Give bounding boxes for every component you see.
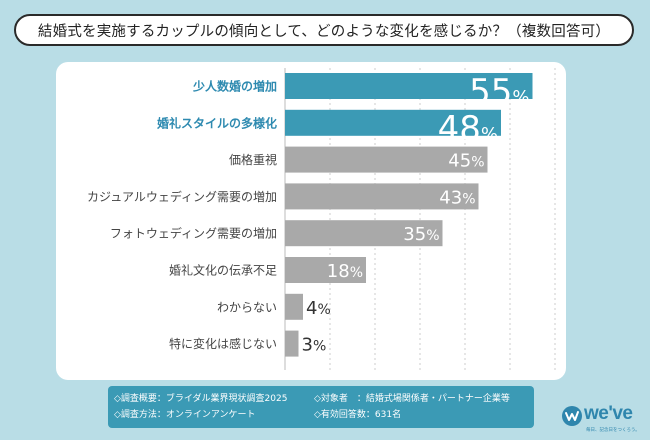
value-label: 45% [448,151,484,172]
value-label: 48% [438,109,498,149]
survey-info-box: ◇調査概要：ブライダル業界現状調査2025 ◇対象者 ：結婚式場関係者・パートナ… [108,386,534,428]
chart-card: 少人数婚の増加 55% 婚礼スタイルの多様化 48% 価格重視 45% カジュアルウェディン… [56,62,566,380]
bar [285,220,443,247]
category-label: 婚礼文化の伝承不足 [169,263,277,278]
survey-responses: ◇有効回答数：631名 [314,410,402,420]
category-label: 価格重視 [229,152,277,167]
bar [285,293,303,320]
category-label: 少人数婚の増加 [192,79,277,94]
category-label: 婚礼スタイルの多様化 [157,115,277,130]
category-label: 特に変化は感じない [169,336,277,351]
logo-mark-icon [562,406,582,426]
category-label: わからない [217,300,277,314]
value-label: 55% [469,72,529,112]
bar-chart: 少人数婚の増加 55% 婚礼スタイルの多様化 48% 価格重視 45% カジュアルウェディン… [87,68,556,370]
survey-target: ◇対象者 ：結婚式場関係者・パートナー企業等 [314,394,510,404]
value-label: 35% [403,224,439,245]
chart-title: 結婚式を実施するカップルの傾向として、どのような変化を感じるか？（複数回答可） [14,14,634,46]
survey-overview: ◇調査概要：ブライダル業界現状調査2025 [114,394,288,404]
category-label: カジュアルウェディング需要の増加 [87,189,277,204]
category-label: フォトウェディング需要の増加 [110,226,277,241]
logo-tagline: 毎日、記念日をつくろう。 [586,428,640,433]
logo-text: we've [584,403,633,424]
value-label: 3% [302,335,327,356]
bar [285,183,479,210]
bar [285,146,488,173]
value-label: 4% [306,298,331,319]
value-label: 43% [439,187,475,208]
brand-logo: we've 毎日、記念日をつくろう。 [562,402,646,438]
bar-highlight [285,109,501,136]
value-label: 18% [327,261,363,282]
survey-method: ◇調査方法：オンラインアンケート [114,410,256,420]
bar [285,257,366,283]
bar-highlight [285,73,533,99]
bar [285,330,299,357]
